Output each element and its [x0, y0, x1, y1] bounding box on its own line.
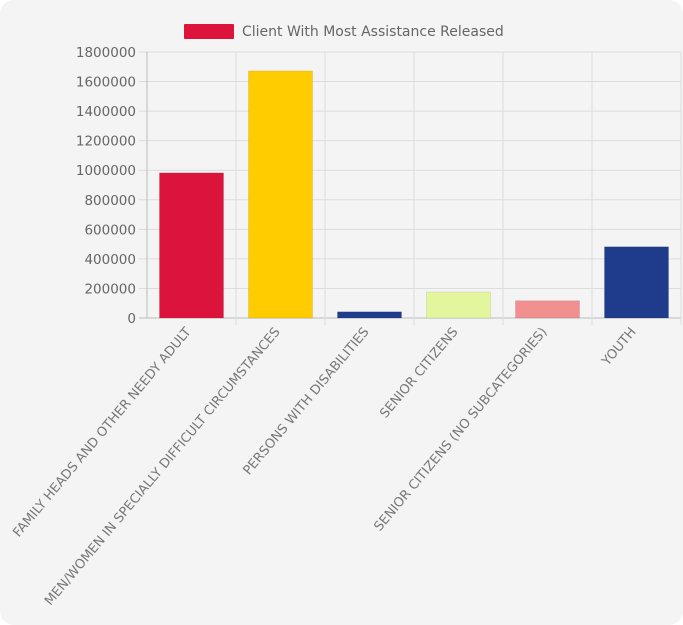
bar-6[interactable] — [603, 246, 670, 319]
y-tick-label: 1800000 — [76, 45, 136, 61]
legend-swatch — [184, 24, 234, 39]
bar-3[interactable] — [336, 311, 403, 319]
y-tick-label: 0 — [127, 311, 136, 327]
y-tick-label: 800000 — [84, 193, 136, 209]
x-category-label: SENIOR CITIZENS — [377, 325, 461, 421]
bars — [158, 70, 670, 319]
y-tick-label: 1000000 — [76, 163, 136, 179]
y-tick-label: 200000 — [84, 281, 136, 297]
bar-5[interactable] — [514, 300, 581, 319]
gridlines — [139, 51, 682, 325]
y-tick-label: 1400000 — [76, 104, 136, 120]
y-axis-ticks: 0 200000 400000 600000 800000 1000000 1200000 1… — [76, 45, 136, 327]
bar-2[interactable] — [247, 70, 314, 319]
y-tick-label: 1600000 — [76, 75, 136, 91]
x-category-label: FAMILY HEADS AND OTHER NEEDY ADULT — [10, 325, 194, 540]
legend-label: Client With Most Assistance Released — [242, 24, 504, 40]
bar-4[interactable] — [425, 291, 492, 319]
bar-1[interactable] — [158, 172, 225, 319]
legend[interactable]: Client With Most Assistance Released — [184, 24, 504, 40]
y-tick-label: 1200000 — [76, 134, 136, 150]
y-tick-label: 600000 — [84, 222, 136, 238]
x-category-label: SENIOR CITIZENS (NO SUBCATEGORIES) — [371, 325, 550, 534]
y-tick-label: 400000 — [84, 252, 136, 268]
x-category-label: YOUTH — [599, 325, 640, 370]
x-axis-labels: FAMILY HEADS AND OTHER NEEDY ADULTMEN/WO… — [10, 325, 639, 609]
